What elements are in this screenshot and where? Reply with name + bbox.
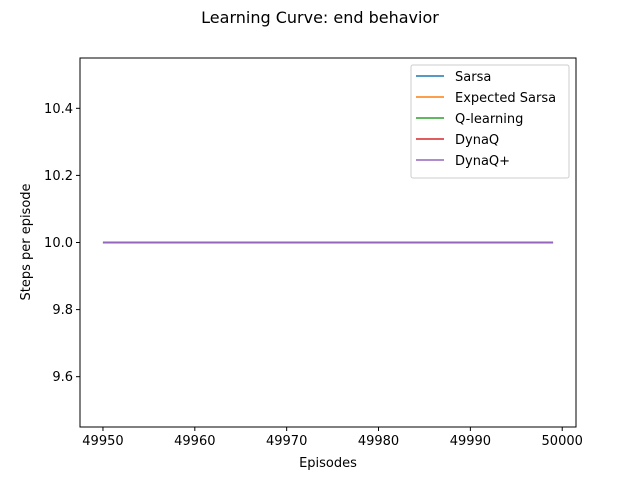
x-tick-label: 49960	[174, 434, 215, 449]
x-tick-label: 50000	[542, 434, 583, 449]
y-tick-label: 10.4	[44, 102, 73, 117]
chart-title: Learning Curve: end behavior	[201, 8, 439, 27]
y-tick-label: 9.6	[52, 370, 73, 385]
legend-entry: DynaQ	[455, 133, 499, 148]
legend-entry: Sarsa	[455, 70, 491, 85]
legend-entry: DynaQ+	[455, 154, 510, 169]
x-axis-ticks: 49950 49960 49970 49980 49990 50000	[82, 427, 583, 449]
legend-entry: Expected Sarsa	[455, 91, 556, 106]
y-tick-label: 9.8	[52, 303, 73, 318]
y-tick-label: 10.0	[44, 236, 73, 251]
x-tick-label: 49980	[358, 434, 399, 449]
legend: Sarsa Expected Sarsa Q-learning DynaQ DynaQ+	[410, 64, 570, 179]
x-tick-label: 49970	[266, 434, 307, 449]
y-tick-label: 10.2	[44, 169, 73, 184]
y-axis-ticks: 9.6 9.8 10.0 10.2 10.4	[44, 102, 80, 385]
y-axis-label: Steps per episode	[19, 183, 34, 300]
legend-box	[410, 64, 570, 179]
x-axis-label: Episodes	[299, 456, 357, 471]
x-tick-label: 49950	[82, 434, 123, 449]
x-tick-label: 49990	[450, 434, 491, 449]
legend-entry: Q-learning	[455, 112, 523, 127]
